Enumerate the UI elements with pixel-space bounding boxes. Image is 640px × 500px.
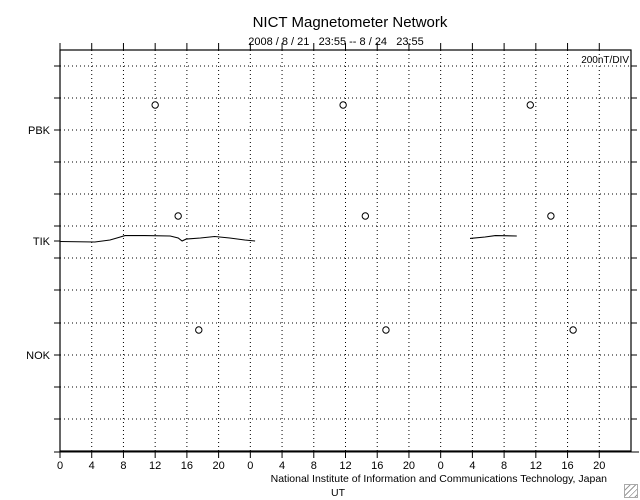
noon-marker <box>569 326 577 334</box>
axes <box>54 43 639 458</box>
credit-text: National Institute of Information and Co… <box>271 473 608 485</box>
x-tick-label: 0 <box>438 460 444 472</box>
noon-marker <box>151 101 159 109</box>
x-axis-label: UT <box>331 487 346 499</box>
x-tick-label: 8 <box>501 460 507 472</box>
x-tick-label: 20 <box>403 460 415 472</box>
x-tick-label: 16 <box>371 460 383 472</box>
noon-marker <box>526 101 534 109</box>
noon-marker <box>339 101 347 109</box>
noon-marker <box>361 212 370 220</box>
x-tick-label: 16 <box>561 460 573 472</box>
station-label-tik: TIK <box>33 236 51 248</box>
chart-title: NICT Magnetometer Network <box>253 14 448 31</box>
chart-subtitle: 2008 / 8 / 21 23:55 -- 8 / 24 23:55 <box>248 36 424 48</box>
x-tick-label: 16 <box>181 460 193 472</box>
x-tick-label: 4 <box>279 460 285 472</box>
x-tick-label: 4 <box>89 460 95 472</box>
scale-label: 200nT/DIV <box>581 55 629 66</box>
noon-marker <box>547 212 555 220</box>
x-tick-labels: 0 4 8 12 16 20 0 4 8 12 16 20 0 4 8 12 16 20 <box>57 460 605 472</box>
resize-grip[interactable] <box>624 484 638 498</box>
x-tick-label: 12 <box>530 460 542 472</box>
x-tick-label: 12 <box>339 460 351 472</box>
noon-marker <box>382 326 390 334</box>
x-tick-label: 12 <box>149 460 161 472</box>
x-tick-label: 8 <box>120 460 126 472</box>
x-tick-label: 20 <box>212 460 224 472</box>
x-tick-label: 20 <box>593 460 605 472</box>
noon-marker <box>195 326 203 334</box>
grid <box>60 50 631 451</box>
trace-tik <box>469 235 517 239</box>
station-label-pbk: PBK <box>28 125 51 137</box>
trace-tik <box>59 235 256 243</box>
x-tick-label: 4 <box>469 460 475 472</box>
data-marks <box>59 101 577 334</box>
x-tick-label: 8 <box>311 460 317 472</box>
noon-marker <box>174 212 182 220</box>
x-tick-label: 0 <box>247 460 253 472</box>
station-label-nok: NOK <box>26 350 51 362</box>
station-labels: PBK TIK NOK <box>26 125 51 362</box>
x-tick-label: 0 <box>57 460 63 472</box>
